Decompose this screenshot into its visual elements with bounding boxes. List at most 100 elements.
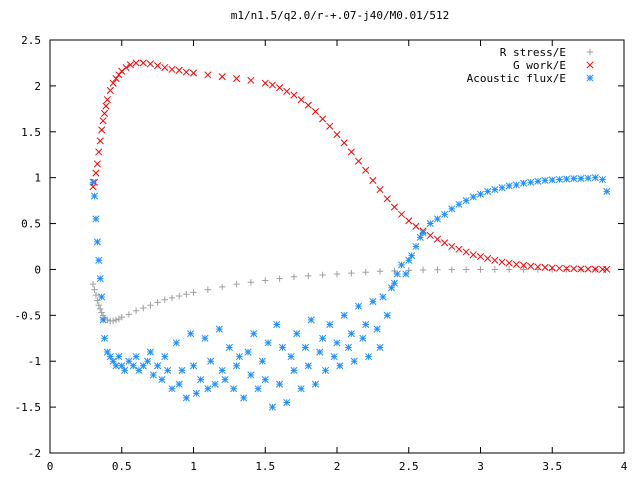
data-point — [519, 179, 528, 187]
data-point — [106, 86, 114, 95]
data-point — [168, 385, 176, 393]
data-point — [182, 394, 190, 402]
data-point — [126, 61, 134, 69]
data-point — [290, 91, 298, 99]
data-point — [276, 84, 284, 92]
data-point — [204, 71, 212, 79]
data-point — [192, 389, 200, 397]
data-point — [376, 186, 384, 194]
data-point — [98, 309, 105, 316]
x-tick-label: 0.5 — [112, 460, 132, 473]
data-point — [103, 348, 111, 356]
data-point — [505, 182, 513, 190]
data-point — [182, 68, 190, 76]
data-point — [348, 269, 355, 277]
data-point — [154, 299, 161, 306]
data-point — [448, 242, 456, 251]
data-point — [273, 320, 281, 329]
data-point — [379, 293, 387, 301]
data-point — [215, 325, 223, 333]
data-point — [498, 184, 506, 192]
axes: 0 0.5 1 1.5 2 2.5 3 3.5 4 2.5 2 1.5 1 0.5 0 -0.5 -1 -1.5 -… — [15, 34, 628, 473]
data-point — [527, 262, 535, 270]
x-tick-label: 1.5 — [255, 460, 275, 473]
x-tick-label: 0 — [47, 460, 54, 473]
x-tick-label: 2.5 — [399, 460, 419, 473]
data-point — [218, 73, 226, 81]
data-point — [383, 195, 391, 203]
series-0 — [89, 266, 609, 325]
data-point — [347, 330, 355, 338]
data-point — [297, 385, 305, 393]
data-point — [408, 252, 416, 260]
data-point — [476, 190, 485, 198]
data-point — [330, 353, 338, 361]
data-point — [109, 357, 117, 365]
data-point — [109, 79, 117, 87]
plot-frame — [49, 39, 625, 454]
data-point — [326, 320, 334, 329]
data-point — [344, 343, 353, 352]
legend-label: R stress/E — [500, 46, 566, 59]
data-point — [168, 65, 176, 73]
data-point — [304, 362, 312, 370]
data-point — [405, 256, 413, 264]
data-point — [161, 63, 169, 72]
data-point — [311, 380, 320, 388]
data-point — [276, 275, 283, 282]
data-point — [115, 353, 123, 361]
data-point — [405, 267, 412, 274]
data-point — [548, 264, 556, 272]
data-point — [340, 311, 348, 319]
data-point — [139, 59, 147, 67]
data-point — [376, 343, 384, 352]
data-point — [261, 376, 269, 384]
data-point — [441, 239, 449, 247]
data-point — [268, 81, 276, 89]
data-point — [240, 394, 248, 402]
data-point — [112, 316, 120, 324]
data-point — [102, 102, 110, 110]
data-point — [247, 371, 255, 379]
data-point — [118, 362, 126, 370]
legend-label: Acoustic flux/E — [467, 72, 566, 85]
data-point — [373, 325, 381, 333]
data-point — [161, 296, 168, 303]
y-tick-label: -1 — [28, 355, 41, 368]
data-point — [319, 334, 327, 342]
data-point — [555, 175, 563, 184]
data-point — [563, 266, 570, 273]
data-point — [426, 220, 434, 228]
series-1 — [89, 59, 611, 273]
data-point — [121, 366, 129, 374]
data-point — [469, 251, 477, 259]
data-point — [204, 286, 212, 293]
data-point — [219, 283, 226, 291]
data-point — [264, 339, 272, 347]
data-point — [362, 320, 370, 329]
data-point — [584, 174, 592, 182]
data-point — [290, 366, 298, 374]
data-point — [92, 215, 100, 223]
data-point — [419, 266, 427, 274]
data-point — [321, 366, 330, 374]
data-point — [383, 311, 391, 319]
data-point — [491, 266, 499, 273]
x-tick-label: 4 — [621, 460, 628, 473]
data-point — [297, 96, 305, 104]
data-point — [484, 254, 492, 262]
y-tick-label: 1 — [34, 172, 41, 185]
data-point — [498, 258, 506, 266]
data-point — [187, 330, 195, 338]
data-point — [175, 380, 183, 388]
data-point — [258, 357, 266, 365]
data-point — [319, 271, 326, 279]
x-tick-label: 3.5 — [542, 460, 562, 473]
data-point — [93, 238, 101, 246]
data-point — [283, 87, 291, 95]
data-point — [455, 245, 463, 253]
data-point — [555, 264, 563, 272]
data-point — [387, 284, 396, 292]
data-point — [132, 307, 140, 314]
data-point — [448, 266, 455, 273]
